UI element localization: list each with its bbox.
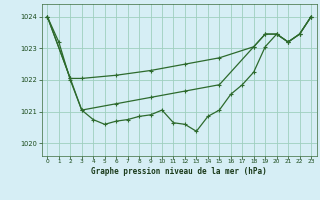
X-axis label: Graphe pression niveau de la mer (hPa): Graphe pression niveau de la mer (hPa): [91, 167, 267, 176]
